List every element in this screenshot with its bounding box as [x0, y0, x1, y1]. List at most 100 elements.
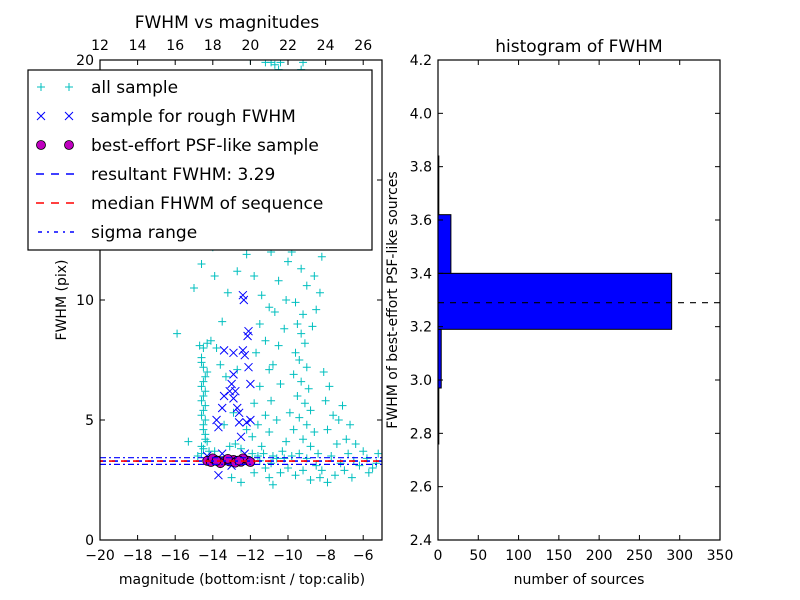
data-point — [237, 444, 245, 453]
histogram-bars — [437, 155, 673, 445]
legend-box — [27, 69, 373, 251]
data-point — [242, 418, 251, 427]
legend-item: sigma range — [38, 223, 197, 243]
y-tick-label: 10 — [76, 293, 94, 309]
data-point — [214, 470, 223, 480]
data-point — [284, 257, 292, 266]
data-point — [173, 329, 182, 338]
data-point — [190, 284, 198, 292]
data-point — [257, 442, 266, 451]
data-point — [338, 401, 347, 410]
y-tick-label: 4.0 — [410, 106, 432, 122]
legend-label: resultant FWHM: 3.29 — [91, 165, 275, 185]
data-point — [259, 449, 268, 458]
data-point — [252, 348, 261, 357]
y-tick-label: 3.6 — [410, 213, 432, 229]
data-point — [197, 358, 206, 367]
scatter-ticks: −20 −18 −16 −14 −12 −10 −8 −6 12 14 16 18 20 22 24 26 0 5… — [76, 38, 382, 564]
y-tick-label: 20 — [76, 53, 94, 69]
data-point — [268, 480, 277, 489]
data-point — [340, 466, 349, 475]
data-point — [291, 348, 300, 357]
data-point — [231, 440, 240, 448]
data-point — [282, 437, 291, 446]
data-point — [265, 365, 274, 374]
x-tick-label: −12 — [236, 548, 266, 564]
data-point — [199, 392, 208, 400]
data-point — [270, 60, 279, 69]
histogram-chart: histogram of FWHM 0 50 100 150 200 250 300 350 2… — [385, 37, 733, 588]
data-point — [334, 416, 343, 424]
data-point — [237, 478, 245, 487]
scatter-chart: FWHM vs magnitudes −20 −18 −16 −14 −12 −10 −8−… — [27, 13, 383, 588]
data-point — [248, 449, 257, 458]
data-point — [306, 406, 315, 415]
top-x-tick-label: 24 — [317, 38, 335, 54]
y-tick-label: 2.4 — [410, 533, 432, 549]
top-x-tick-label: 18 — [204, 38, 222, 54]
data-point — [210, 272, 219, 280]
data-point — [297, 329, 306, 338]
histogram-bar — [437, 272, 673, 330]
data-point — [184, 437, 193, 446]
data-point — [323, 425, 332, 434]
data-point — [210, 447, 219, 456]
scatter-reference-lines — [100, 457, 382, 465]
data-point — [297, 377, 306, 386]
top-x-tick-label: 26 — [354, 38, 372, 54]
legend-item: all sample — [37, 78, 178, 98]
data-point — [278, 447, 287, 456]
data-point — [248, 432, 257, 441]
y-tick-label: 3.4 — [410, 266, 432, 282]
data-point — [304, 384, 313, 393]
data-point — [253, 452, 262, 460]
data-point — [287, 452, 296, 460]
data-point — [206, 336, 215, 345]
data-point — [197, 260, 206, 268]
data-point — [297, 264, 306, 273]
x-tick-label: 350 — [707, 548, 734, 564]
data-point — [300, 339, 309, 348]
top-x-tick-label: 22 — [279, 38, 297, 54]
data-point — [219, 391, 229, 401]
data-point — [265, 303, 274, 312]
data-point — [257, 291, 266, 300]
data-point — [299, 310, 308, 319]
y-tick-label: 3.2 — [410, 320, 432, 336]
data-point — [197, 442, 206, 451]
top-x-tick-label: 14 — [129, 38, 147, 54]
data-point — [234, 408, 244, 418]
data-point — [255, 382, 264, 391]
data-point — [246, 379, 255, 389]
data-point — [284, 464, 292, 472]
data-point — [227, 379, 236, 389]
data-point — [243, 331, 252, 341]
data-point — [265, 428, 274, 436]
data-point — [293, 320, 302, 328]
data-point — [242, 250, 251, 259]
data-point — [261, 464, 270, 472]
data-point — [285, 408, 294, 417]
data-point — [300, 399, 309, 408]
legend-label: best-effort PSF-like sample — [91, 136, 319, 156]
data-point — [197, 396, 206, 405]
data-point — [302, 281, 311, 290]
data-point — [261, 411, 270, 420]
histogram-x-axis-label: number of sources — [514, 572, 645, 588]
scatter-title: FWHM vs magnitudes — [135, 13, 320, 33]
data-point — [291, 471, 300, 480]
data-point — [327, 452, 336, 460]
x-tick-label: 50 — [469, 548, 487, 564]
data-point — [312, 461, 321, 470]
x-tick-label: −14 — [198, 548, 228, 564]
y-tick-label: 4.2 — [410, 53, 432, 69]
legend-label: all sample — [91, 78, 178, 98]
data-point — [325, 382, 334, 391]
top-x-tick-label: 16 — [166, 38, 184, 54]
data-point — [197, 411, 206, 420]
data-point — [342, 435, 351, 444]
data-point — [293, 392, 302, 400]
top-x-tick-label: 20 — [241, 38, 259, 54]
data-point — [267, 396, 276, 405]
data-point — [299, 435, 308, 444]
